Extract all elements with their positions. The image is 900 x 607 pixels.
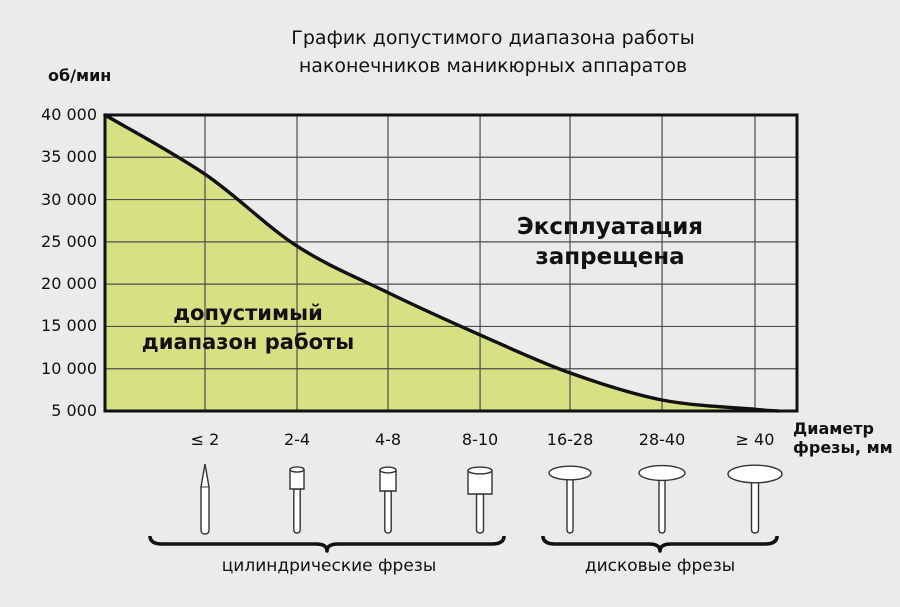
cylinder-bur-large-icon: [465, 462, 495, 538]
y-tick-label: 15 000: [41, 316, 97, 336]
x-category-label: 28-40: [638, 430, 686, 449]
x-category-label: 8-10: [461, 430, 499, 449]
cylinder-bur-small-icon: [285, 462, 309, 538]
y-tick-label: 10 000: [41, 358, 97, 378]
allowed-area: [105, 115, 797, 411]
forbidden-range-label: Эксплуатация запрещена: [517, 212, 703, 272]
allowed-range-label: допустимый диапазон работы: [142, 299, 354, 357]
x-category-label: 16-28: [546, 430, 594, 449]
group-braces: [148, 536, 779, 553]
x-axis-title: Диаметр фрезы, мм: [793, 419, 893, 457]
x-category-label: ≤ 2: [190, 430, 220, 449]
chart-title-line2: наконечников маникюрных аппаратов: [298, 55, 688, 77]
forbidden-range-label-line2: запрещена: [535, 244, 685, 270]
disc-bur-small-icon: [547, 462, 593, 538]
plot-border: [103, 113, 799, 413]
cylindrical-group-brace: [148, 536, 506, 553]
y-axis-unit-label: об/мин: [48, 66, 112, 85]
y-tick-label: 5 000: [51, 401, 97, 420]
allowed-range-label-line2: диапазон работы: [141, 330, 355, 354]
chart-title-line1: График допустимого диапазона работы: [291, 27, 695, 49]
x-category-label: ≥ 40: [735, 430, 775, 449]
y-tick-label: 35 000: [41, 147, 97, 167]
allowed-range-label-line1: допустимый: [173, 301, 323, 325]
disc-bur-large-icon: [725, 462, 785, 538]
x-axis-title-line1: Диаметр: [793, 419, 874, 438]
y-tick-label: 40 000: [41, 105, 97, 124]
x-category-label: 2-4: [283, 430, 311, 449]
cylindrical-group-label: цилиндрические фрезы: [221, 556, 437, 576]
x-axis-title-line2: фрезы, мм: [793, 438, 893, 457]
boundary-curve: [103, 113, 780, 413]
plot-area: [103, 113, 799, 413]
y-tick-label: 30 000: [41, 189, 97, 209]
needle-bur-icon: [194, 462, 216, 538]
disc-bur-medium-icon: [637, 462, 687, 538]
y-tick-label: 25 000: [41, 231, 97, 251]
x-category-label: 4-8: [374, 430, 402, 449]
chart-title: График допустимого диапазона работы нако…: [291, 24, 694, 80]
cylinder-bur-medium-icon: [375, 462, 401, 538]
forbidden-range-label-line1: Эксплуатация: [516, 214, 704, 240]
disc-group-label: дисковые фрезы: [584, 556, 736, 576]
disc-group-brace: [541, 536, 779, 553]
y-tick-label: 20 000: [41, 274, 97, 294]
